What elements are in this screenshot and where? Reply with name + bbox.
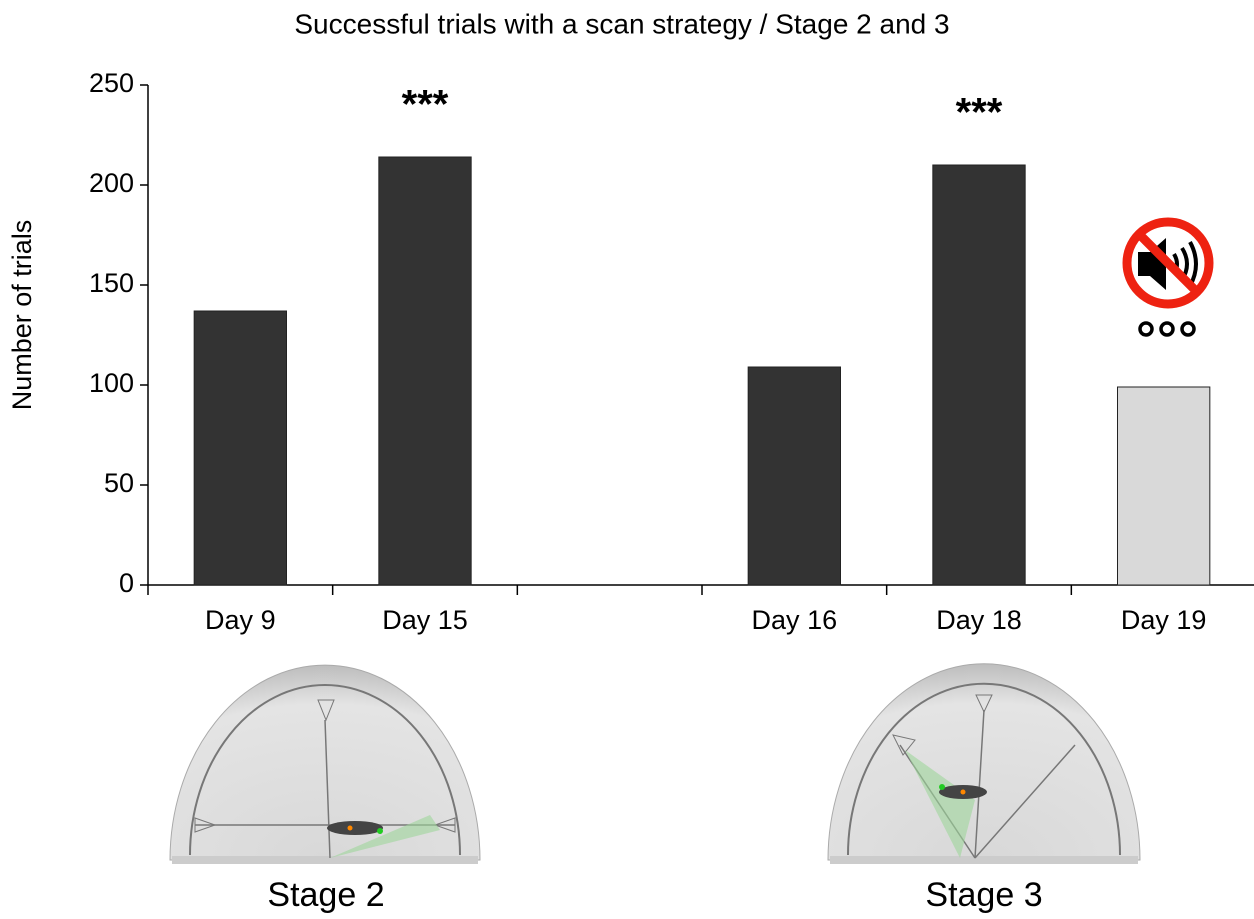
y-tick-label: 50 [104,468,134,498]
x-tick-label: Day 15 [382,605,468,635]
chart: Successful trials with a scan strategy /… [0,0,1254,919]
page: Successful trials with a scan strategy /… [0,0,1254,919]
bar [748,367,840,585]
x-tick-label: Day 16 [752,605,838,635]
y-tick-label: 200 [89,168,134,198]
y-tick-label: 150 [89,268,134,298]
y-tick-label: 0 [119,568,134,598]
significance-circles [1140,323,1194,335]
stage-3-image [828,664,1140,864]
x-tick-label: Day 18 [936,605,1022,635]
panel-label: Stage 2 [267,876,384,914]
bar [379,157,471,585]
chart-title: Successful trials with a scan strategy /… [294,8,949,39]
y-axis-label: Number of trials [7,220,37,411]
annotation: *** [402,83,449,127]
y-tick-label: 100 [89,368,134,398]
muted-icon [1127,222,1209,304]
y-tick-label: 250 [89,68,134,98]
bar [194,311,286,585]
bar [1118,387,1210,585]
annotation: *** [956,91,1003,135]
stage-2-image [170,665,480,864]
x-tick-label: Day 19 [1121,605,1207,635]
bar [933,165,1025,585]
x-tick-label: Day 9 [205,605,276,635]
panel-label: Stage 3 [925,876,1042,914]
